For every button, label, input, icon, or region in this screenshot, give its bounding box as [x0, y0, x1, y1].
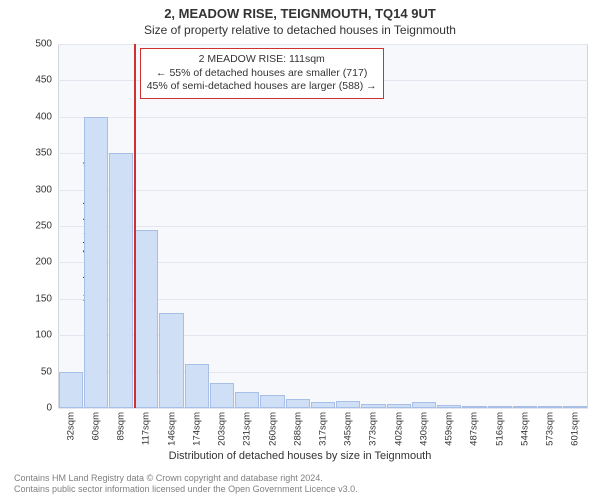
- x-tick-label: 317sqm: [318, 408, 329, 446]
- y-tick-label: 150: [35, 293, 58, 304]
- histogram-chart: Number of detached properties 0501001502…: [58, 44, 588, 408]
- y-tick-label: 400: [35, 111, 58, 122]
- x-tick-label: 459sqm: [444, 408, 455, 446]
- y-tick-label: 500: [35, 39, 58, 50]
- x-tick-label: 146sqm: [166, 408, 177, 446]
- y-tick-label: 250: [35, 221, 58, 232]
- gridline: [58, 44, 588, 45]
- x-tick-label: 60sqm: [90, 408, 101, 441]
- y-tick-label: 200: [35, 257, 58, 268]
- x-tick-label: 288sqm: [292, 408, 303, 446]
- histogram-bar: [59, 372, 83, 408]
- x-tick-label: 487sqm: [469, 408, 480, 446]
- y-tick-label: 350: [35, 148, 58, 159]
- footer-line: Contains public sector information licen…: [14, 484, 358, 496]
- histogram-bar: [159, 313, 183, 408]
- gridline: [58, 226, 588, 227]
- x-tick-label: 544sqm: [519, 408, 530, 446]
- histogram-bar: [235, 392, 259, 408]
- histogram-bar: [336, 401, 360, 408]
- x-tick-label: 573sqm: [545, 408, 556, 446]
- histogram-bar: [134, 230, 158, 408]
- histogram-bar: [84, 117, 108, 408]
- callout-line: 2 MEADOW RISE: 111sqm: [147, 53, 377, 67]
- footer-line: Contains HM Land Registry data © Crown c…: [14, 473, 358, 485]
- chart-subtitle: Size of property relative to detached ho…: [0, 21, 600, 39]
- histogram-bar: [260, 395, 284, 408]
- y-tick-label: 450: [35, 75, 58, 86]
- x-tick-label: 430sqm: [418, 408, 429, 446]
- attribution-footer: Contains HM Land Registry data © Crown c…: [14, 473, 358, 496]
- x-axis-label: Distribution of detached houses by size …: [0, 450, 600, 462]
- x-tick-label: 32sqm: [65, 408, 76, 441]
- x-tick-label: 402sqm: [393, 408, 404, 446]
- histogram-bar: [185, 364, 209, 408]
- x-tick-label: 345sqm: [343, 408, 354, 446]
- gridline: [58, 190, 588, 191]
- x-tick-label: 260sqm: [267, 408, 278, 446]
- reference-callout: 2 MEADOW RISE: 111sqm← 55% of detached h…: [140, 48, 384, 99]
- y-tick-label: 300: [35, 184, 58, 195]
- x-tick-label: 203sqm: [217, 408, 228, 446]
- histogram-bar: [286, 399, 310, 408]
- x-tick-label: 601sqm: [570, 408, 581, 446]
- x-tick-label: 117sqm: [141, 408, 152, 445]
- callout-line: 45% of semi-detached houses are larger (…: [147, 80, 377, 94]
- histogram-bar: [210, 383, 234, 408]
- gridline: [58, 153, 588, 154]
- y-tick-label: 50: [41, 366, 58, 377]
- x-tick-label: 373sqm: [368, 408, 379, 446]
- callout-line: ← 55% of detached houses are smaller (71…: [147, 67, 377, 81]
- histogram-bar: [109, 153, 133, 408]
- page-title: 2, MEADOW RISE, TEIGNMOUTH, TQ14 9UT: [0, 0, 600, 21]
- x-tick-label: 516sqm: [494, 408, 505, 446]
- x-tick-label: 89sqm: [116, 408, 127, 441]
- x-tick-label: 231sqm: [242, 408, 253, 446]
- y-tick-label: 0: [46, 403, 58, 414]
- reference-line: [134, 44, 136, 408]
- y-tick-label: 100: [35, 330, 58, 341]
- gridline: [58, 117, 588, 118]
- x-tick-label: 174sqm: [191, 408, 202, 446]
